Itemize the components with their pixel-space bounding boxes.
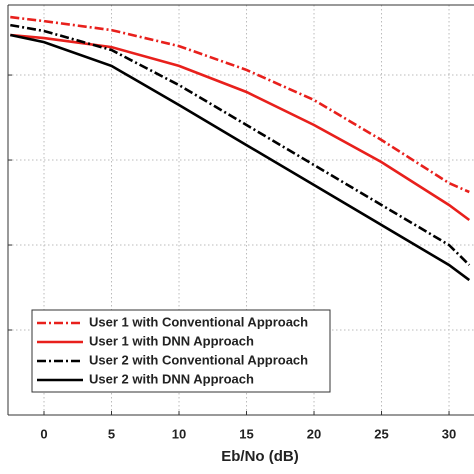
x-tick-label: 20 xyxy=(307,426,321,441)
series-line xyxy=(10,33,471,282)
x-tick-label: 30 xyxy=(442,426,456,441)
series-line xyxy=(10,23,471,266)
legend-label: User 1 with Conventional Approach xyxy=(89,314,308,329)
legend: User 1 with Conventional Approach User 1 … xyxy=(31,309,331,393)
series-line xyxy=(10,15,470,194)
legend-label: User 2 with Conventional Approach xyxy=(89,352,308,367)
x-tick-label: 15 xyxy=(239,426,253,441)
x-tick-label: 0 xyxy=(40,426,47,441)
x-tick-label: 25 xyxy=(374,426,388,441)
x-tick-label: 10 xyxy=(172,426,186,441)
x-axis-label: Eb/No (dB) xyxy=(221,448,298,465)
legend-box xyxy=(31,309,331,393)
x-tick-label: 5 xyxy=(108,426,115,441)
plot-lines xyxy=(10,15,471,282)
legend-label: User 2 with DNN Approach xyxy=(89,371,254,386)
legend-label: User 1 with DNN Approach xyxy=(89,333,254,348)
series-line xyxy=(10,33,471,222)
